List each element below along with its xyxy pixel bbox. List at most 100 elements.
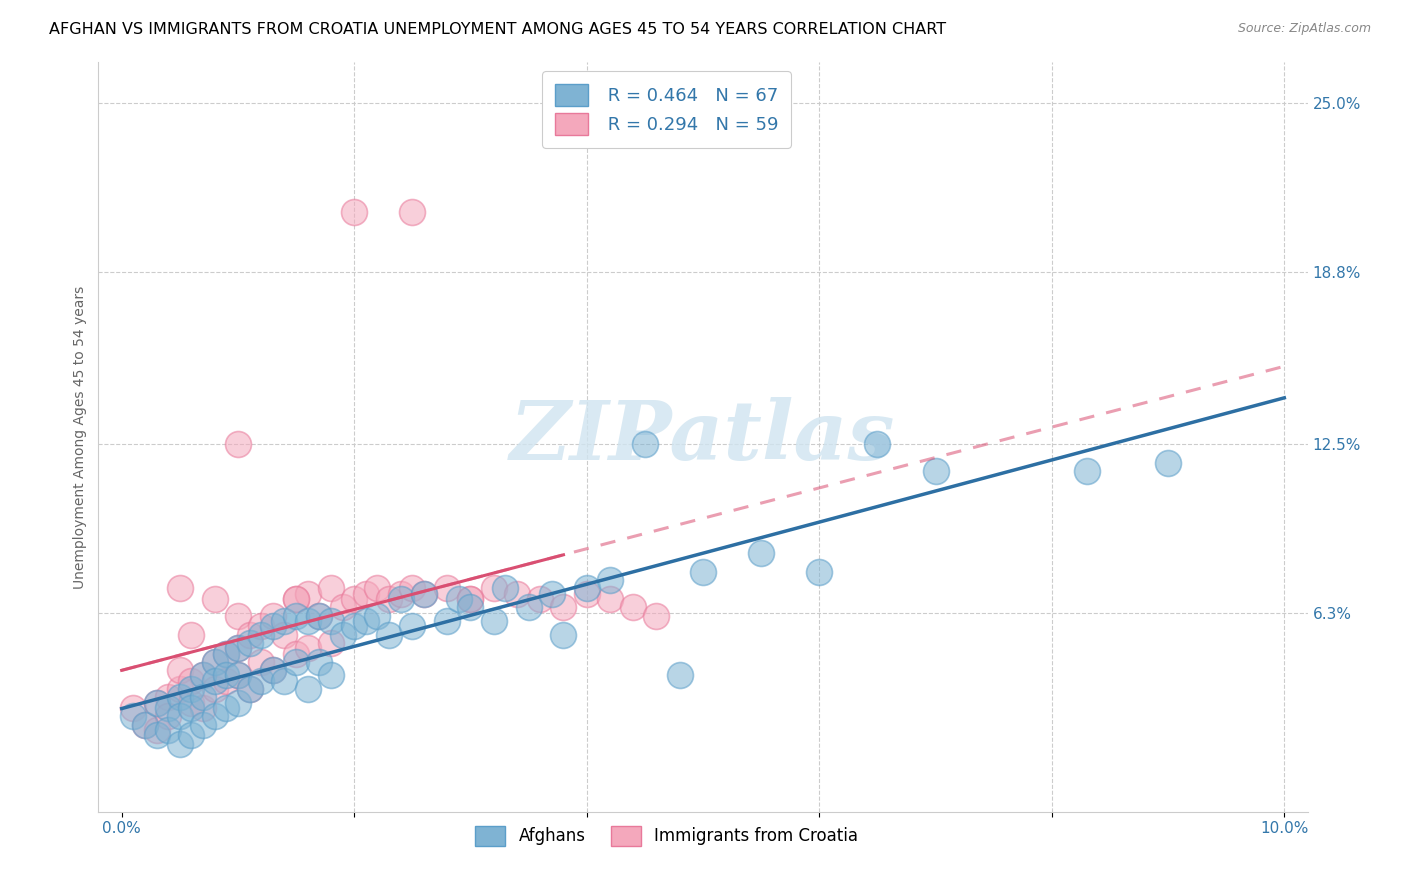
Point bbox=[389, 592, 412, 607]
Point bbox=[482, 614, 505, 628]
Point bbox=[204, 709, 226, 723]
Point bbox=[319, 636, 342, 650]
Point bbox=[215, 647, 238, 661]
Point bbox=[285, 647, 308, 661]
Point bbox=[226, 668, 249, 682]
Point bbox=[297, 641, 319, 656]
Point bbox=[319, 582, 342, 596]
Point bbox=[343, 592, 366, 607]
Point bbox=[226, 668, 249, 682]
Point bbox=[343, 619, 366, 633]
Point bbox=[134, 717, 156, 731]
Point bbox=[924, 464, 946, 478]
Point bbox=[297, 614, 319, 628]
Point bbox=[215, 673, 238, 688]
Point bbox=[401, 619, 423, 633]
Point bbox=[692, 565, 714, 579]
Point bbox=[169, 663, 191, 677]
Point bbox=[239, 627, 262, 641]
Point bbox=[157, 701, 180, 715]
Point bbox=[378, 627, 401, 641]
Point bbox=[668, 668, 690, 682]
Point bbox=[191, 668, 214, 682]
Point bbox=[180, 701, 202, 715]
Point bbox=[378, 592, 401, 607]
Point bbox=[180, 673, 202, 688]
Point bbox=[401, 582, 423, 596]
Point bbox=[145, 723, 167, 737]
Point bbox=[436, 614, 458, 628]
Point bbox=[180, 728, 202, 742]
Point bbox=[460, 592, 482, 607]
Point bbox=[215, 647, 238, 661]
Point bbox=[575, 587, 598, 601]
Point bbox=[494, 582, 516, 596]
Point bbox=[180, 696, 202, 710]
Point bbox=[389, 587, 412, 601]
Point bbox=[285, 592, 308, 607]
Point bbox=[226, 608, 249, 623]
Point bbox=[517, 600, 540, 615]
Point bbox=[319, 614, 342, 628]
Point bbox=[122, 709, 145, 723]
Point bbox=[204, 682, 226, 697]
Point bbox=[226, 696, 249, 710]
Point bbox=[169, 709, 191, 723]
Point bbox=[354, 587, 377, 601]
Point bbox=[634, 437, 657, 451]
Point bbox=[239, 682, 262, 697]
Point bbox=[191, 701, 214, 715]
Point bbox=[239, 636, 262, 650]
Point bbox=[401, 205, 423, 219]
Point bbox=[204, 592, 226, 607]
Y-axis label: Unemployment Among Ages 45 to 54 years: Unemployment Among Ages 45 to 54 years bbox=[73, 285, 87, 589]
Point bbox=[319, 668, 342, 682]
Point bbox=[447, 592, 470, 607]
Text: ZIPatlas: ZIPatlas bbox=[510, 397, 896, 477]
Text: Source: ZipAtlas.com: Source: ZipAtlas.com bbox=[1237, 22, 1371, 36]
Point bbox=[297, 682, 319, 697]
Point bbox=[354, 614, 377, 628]
Point bbox=[599, 592, 621, 607]
Point bbox=[191, 717, 214, 731]
Point bbox=[436, 582, 458, 596]
Point bbox=[204, 655, 226, 669]
Point bbox=[273, 614, 295, 628]
Point bbox=[169, 682, 191, 697]
Point bbox=[250, 655, 273, 669]
Point bbox=[1076, 464, 1098, 478]
Point bbox=[332, 627, 354, 641]
Point bbox=[169, 690, 191, 705]
Point bbox=[308, 608, 330, 623]
Point bbox=[1157, 456, 1180, 470]
Point bbox=[215, 701, 238, 715]
Point bbox=[250, 673, 273, 688]
Point bbox=[145, 728, 167, 742]
Point bbox=[749, 546, 772, 560]
Point bbox=[262, 608, 284, 623]
Point bbox=[575, 582, 598, 596]
Point bbox=[122, 701, 145, 715]
Point bbox=[191, 690, 214, 705]
Point bbox=[413, 587, 436, 601]
Point bbox=[145, 696, 167, 710]
Point bbox=[553, 627, 575, 641]
Point bbox=[285, 608, 308, 623]
Point bbox=[308, 655, 330, 669]
Point bbox=[250, 627, 273, 641]
Point bbox=[169, 737, 191, 751]
Point bbox=[482, 582, 505, 596]
Point bbox=[553, 600, 575, 615]
Point bbox=[145, 696, 167, 710]
Point bbox=[262, 619, 284, 633]
Point bbox=[599, 573, 621, 587]
Point bbox=[366, 608, 388, 623]
Point bbox=[645, 608, 668, 623]
Point bbox=[413, 587, 436, 601]
Point bbox=[191, 668, 214, 682]
Point bbox=[621, 600, 644, 615]
Point bbox=[226, 437, 249, 451]
Point bbox=[180, 627, 202, 641]
Legend: Afghans, Immigrants from Croatia: Afghans, Immigrants from Croatia bbox=[465, 815, 868, 855]
Point bbox=[285, 592, 308, 607]
